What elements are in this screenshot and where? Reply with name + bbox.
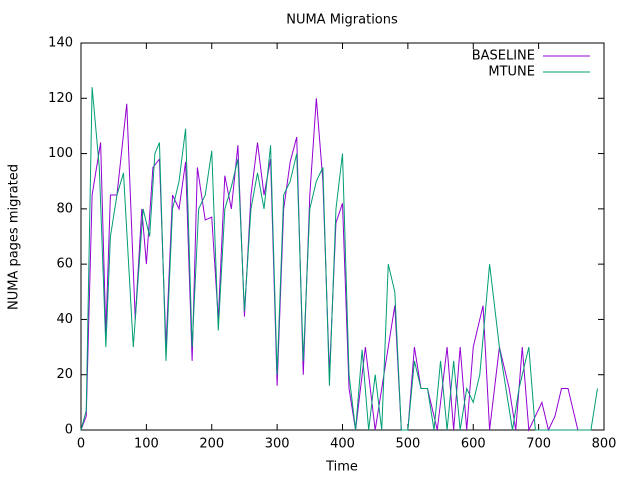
y-tick-label: 20: [56, 367, 73, 382]
x-tick-label: 600: [461, 437, 486, 452]
y-tick-label: 60: [56, 257, 73, 272]
x-tick-label: 100: [134, 437, 159, 452]
x-tick-label: 500: [395, 437, 420, 452]
x-tick-label: 300: [265, 437, 290, 452]
chart-title: NUMA Migrations: [286, 13, 398, 28]
x-tick-label: 800: [592, 437, 617, 452]
x-tick-label: 200: [199, 437, 224, 452]
x-tick-label: 0: [77, 437, 85, 452]
y-tick-label: 100: [48, 146, 73, 161]
line-series: [80, 87, 598, 431]
y-axis-label: NUMA pages migrated: [7, 164, 22, 310]
x-tick-label: 400: [330, 437, 355, 452]
y-tick-label: 80: [56, 201, 73, 216]
y-tick-label: 120: [48, 91, 73, 106]
y-tick-label: 140: [48, 36, 73, 51]
y-tick-label: 40: [56, 312, 73, 327]
legend-label: BASELINE: [472, 49, 535, 64]
x-axis-label: Time: [325, 460, 358, 475]
plot-frame: [80, 42, 605, 431]
y-tick-label: 0: [65, 423, 73, 438]
x-tick-label: 700: [526, 437, 551, 452]
legend-label: MTUNE: [488, 65, 535, 80]
